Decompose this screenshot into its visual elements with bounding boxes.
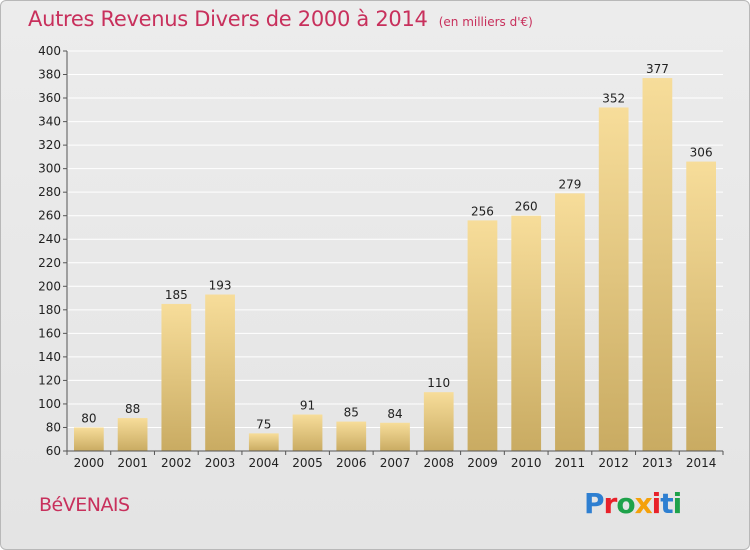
bar bbox=[336, 421, 367, 451]
bar bbox=[117, 418, 148, 451]
bar bbox=[292, 414, 323, 451]
bar bbox=[467, 220, 498, 451]
x-tick-label: 2000 bbox=[74, 456, 105, 470]
bar-value-label: 377 bbox=[646, 62, 669, 76]
x-tick-label: 2011 bbox=[555, 456, 586, 470]
x-tick-label: 2013 bbox=[642, 456, 673, 470]
x-tick-label: 2001 bbox=[117, 456, 148, 470]
y-tick-label: 220 bbox=[38, 256, 61, 270]
bar-value-label: 75 bbox=[256, 417, 271, 431]
bar-value-label: 110 bbox=[427, 376, 450, 390]
y-tick-label: 340 bbox=[38, 115, 61, 129]
y-tick-label: 300 bbox=[38, 162, 61, 176]
bar-value-label: 260 bbox=[515, 200, 538, 214]
y-tick-label: 180 bbox=[38, 303, 61, 317]
bar-value-label: 91 bbox=[300, 399, 315, 413]
y-tick-label: 80 bbox=[46, 420, 61, 434]
chart-title: Autres Revenus Divers de 2000 à 2014 bbox=[28, 7, 428, 31]
bar-value-label: 88 bbox=[125, 402, 140, 416]
axes: 60 80 100 120 140 160 180 200 220 240 260 280 300 320… bbox=[38, 44, 724, 470]
y-tick-label: 400 bbox=[38, 44, 61, 58]
bar bbox=[555, 193, 585, 451]
bar-value-label: 85 bbox=[344, 406, 359, 420]
bar bbox=[248, 433, 279, 451]
x-tick-label: 2004 bbox=[249, 456, 280, 470]
y-tick-label: 260 bbox=[38, 209, 61, 223]
bar bbox=[642, 78, 673, 451]
bar-value-label: 306 bbox=[690, 146, 713, 160]
proxiti-logo: Proxiti bbox=[584, 487, 683, 520]
bar-value-label: 279 bbox=[558, 177, 581, 191]
logo-letter: i bbox=[651, 487, 662, 520]
x-tick-label: 2010 bbox=[511, 456, 542, 470]
logo-letter: P bbox=[584, 487, 605, 520]
logo-letter: x bbox=[634, 487, 653, 520]
x-tick-label: 2009 bbox=[467, 456, 498, 470]
y-tick-label: 360 bbox=[38, 91, 61, 105]
bar bbox=[423, 392, 454, 451]
value-labels: 80 88 185 193 75 91 85 84 110 256 260 279 352 377 306 bbox=[81, 62, 712, 431]
bar-value-label: 193 bbox=[209, 279, 232, 293]
y-tick-label: 100 bbox=[38, 397, 61, 411]
bar bbox=[511, 215, 542, 451]
bar bbox=[73, 427, 104, 451]
x-tick-label: 2006 bbox=[336, 456, 367, 470]
y-tick-label: 320 bbox=[38, 138, 61, 152]
logo-letter: i bbox=[672, 487, 683, 520]
bar bbox=[161, 303, 192, 451]
chart-title-block: Autres Revenus Divers de 2000 à 2014 (en… bbox=[28, 7, 533, 31]
x-tick-label: 2014 bbox=[686, 456, 717, 470]
x-tick-label: 2002 bbox=[161, 456, 192, 470]
bar-value-label: 352 bbox=[602, 91, 625, 105]
y-tick-label: 240 bbox=[38, 232, 61, 246]
logo-letter: r bbox=[603, 487, 618, 520]
bar bbox=[686, 161, 717, 451]
bar-value-label: 256 bbox=[471, 204, 494, 218]
x-tick-label: 2005 bbox=[292, 456, 323, 470]
chart-subtitle: (en milliers d'€) bbox=[438, 15, 533, 29]
x-tick-label: 2012 bbox=[598, 456, 629, 470]
logo-letter: t bbox=[660, 487, 673, 520]
y-tick-label: 140 bbox=[38, 350, 61, 364]
bar bbox=[598, 107, 629, 452]
bar-value-label: 84 bbox=[387, 407, 402, 421]
y-tick-label: 120 bbox=[38, 373, 61, 387]
commune-name: BéVENAIS bbox=[39, 494, 130, 516]
y-tick-label: 200 bbox=[38, 279, 61, 293]
y-tick-label: 160 bbox=[38, 326, 61, 340]
x-tick-label: 2008 bbox=[423, 456, 454, 470]
bar bbox=[380, 422, 410, 451]
bars bbox=[73, 78, 717, 452]
x-tick-label: 2003 bbox=[205, 456, 236, 470]
bar bbox=[205, 294, 235, 451]
y-tick-label: 60 bbox=[46, 444, 61, 458]
x-tick-label: 2007 bbox=[380, 456, 411, 470]
bar-value-label: 80 bbox=[81, 411, 96, 425]
logo-letter: o bbox=[616, 487, 635, 520]
bar-value-label: 185 bbox=[165, 288, 188, 302]
y-tick-label: 380 bbox=[38, 68, 61, 82]
y-tick-label: 280 bbox=[38, 185, 61, 199]
